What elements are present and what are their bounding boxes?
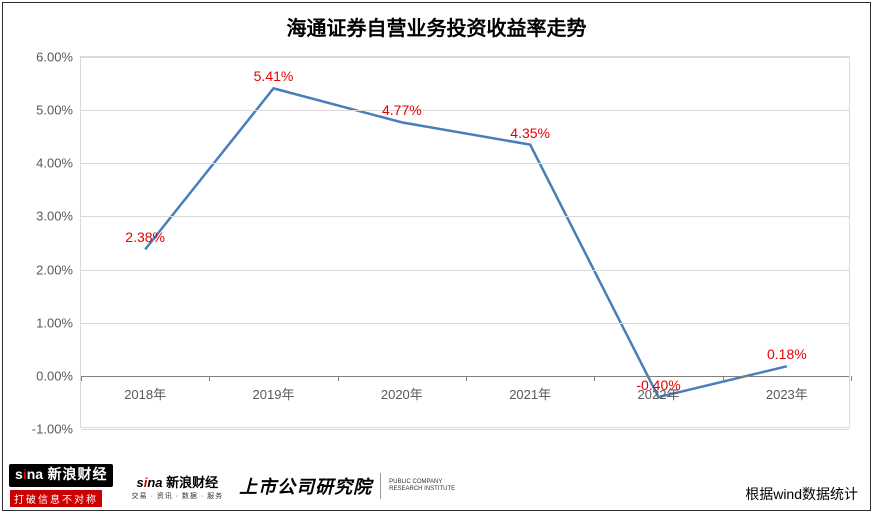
x-axis-tickmark <box>466 376 467 381</box>
y-axis-tick-label: -1.00% <box>32 422 81 437</box>
x-axis-tickmark <box>594 376 595 381</box>
x-axis-tickmark <box>81 376 82 381</box>
x-axis-tick-label: 2020年 <box>381 384 423 403</box>
x-axis-tick-label: 2021年 <box>509 384 551 403</box>
institute-en-bottom: RESEARCH INSTITUTE <box>389 486 455 493</box>
y-axis-tick-label: 4.00% <box>36 156 81 171</box>
chart-plot-area: -1.00%0.00%1.00%2.00%3.00%4.00%5.00%6.00… <box>80 56 850 428</box>
gridline <box>81 216 849 217</box>
gridline <box>81 323 849 324</box>
sina-logo-main: sina 新浪财经 打破信息不对称 <box>9 464 113 509</box>
gridline <box>81 429 849 430</box>
data-label: 2.38% <box>125 229 165 245</box>
institute-divider-icon <box>380 473 381 499</box>
data-label: 4.77% <box>382 102 422 118</box>
x-axis-tick-label: 2018年 <box>124 384 166 403</box>
x-axis-tick-label: 2023年 <box>766 384 808 403</box>
y-axis-tick-label: 2.00% <box>36 262 81 277</box>
x-axis-tickmark <box>209 376 210 381</box>
y-axis-tick-label: 3.00% <box>36 209 81 224</box>
sina-logo-small: sina 新浪财经 交易 · 资讯 · 数据 · 服务 <box>131 472 223 501</box>
gridline <box>81 57 849 58</box>
x-axis-tick-label: 2019年 <box>253 384 295 403</box>
y-axis-tick-label: 1.00% <box>36 315 81 330</box>
chart-title: 海通证券自营业务投资收益率走势 <box>0 12 873 41</box>
gridline <box>81 110 849 111</box>
sina-cn-text: 新浪财经 <box>47 466 107 482</box>
sina-small-sub: 交易 · 资讯 · 数据 · 服务 <box>131 491 223 501</box>
line-series-svg <box>81 57 851 429</box>
gridline <box>81 163 849 164</box>
institute-en: PUBLIC COMPANY RESEARCH INSTITUTE <box>389 479 455 493</box>
source-text: 根据wind数据统计 <box>745 484 858 504</box>
x-axis-tickmark <box>338 376 339 381</box>
y-axis-tick-label: 0.00% <box>36 368 81 383</box>
institute-logo: 上市公司研究院 PUBLIC COMPANY RESEARCH INSTITUT… <box>239 473 455 499</box>
gridline <box>81 270 849 271</box>
y-axis-tick-label: 5.00% <box>36 103 81 118</box>
sina-badge-icon: sina 新浪财经 <box>9 464 113 488</box>
data-label: 4.35% <box>510 125 550 141</box>
x-axis-line <box>81 376 849 377</box>
line-series-path <box>145 88 787 397</box>
data-label: 5.41% <box>254 68 294 84</box>
data-label: -0.40% <box>636 377 680 393</box>
data-label: 0.18% <box>767 346 807 362</box>
sina-small-cn: 新浪财经 <box>166 475 218 490</box>
x-axis-tickmark <box>723 376 724 381</box>
footer-bar: sina 新浪财经 打破信息不对称 sina 新浪财经 交易 · 资讯 · 数据… <box>3 462 870 510</box>
sina-slogan: 打破信息不对称 <box>9 489 103 508</box>
institute-cn: 上市公司研究院 <box>239 473 372 499</box>
y-axis-tick-label: 6.00% <box>36 50 81 65</box>
x-axis-tickmark <box>851 376 852 381</box>
institute-en-top: PUBLIC COMPANY <box>389 479 455 486</box>
